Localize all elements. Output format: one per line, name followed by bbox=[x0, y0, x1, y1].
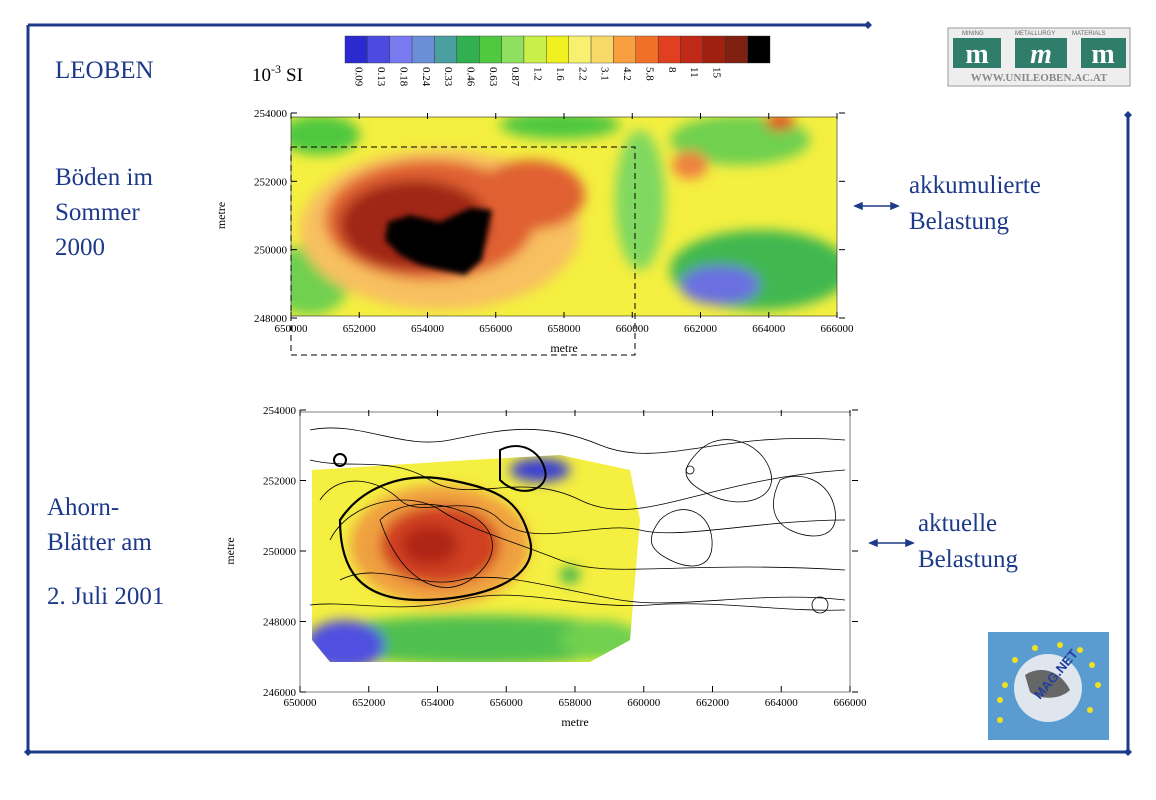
caption-line: akkumulierte bbox=[909, 172, 1041, 199]
x-tick-label: 656000 bbox=[479, 323, 513, 335]
caption-line: Blätter am bbox=[47, 529, 152, 556]
colorbar-label: 11 bbox=[688, 67, 700, 78]
caption-line: Belastung bbox=[909, 208, 1009, 235]
frame bbox=[24, 21, 1132, 756]
x-tick-label: 652000 bbox=[343, 323, 377, 335]
colorbar-swatch bbox=[456, 35, 480, 64]
badge: MAG.NET bbox=[988, 632, 1109, 740]
x-tick-label: 650000 bbox=[275, 323, 309, 335]
x-tick-label: 656000 bbox=[490, 697, 524, 709]
y-tick-label: 254000 bbox=[263, 405, 297, 417]
colorbar-label: 2.2 bbox=[576, 67, 588, 81]
colorbar-label: 0.33 bbox=[442, 67, 454, 87]
colorbar-swatch bbox=[523, 35, 547, 64]
colorbar-swatch bbox=[613, 35, 636, 64]
colorbar-swatch bbox=[680, 35, 704, 64]
colorbar-label: 0.24 bbox=[420, 67, 432, 87]
logo-letter: m bbox=[1091, 39, 1114, 70]
colorbar-swatch bbox=[657, 35, 681, 64]
colorbar-label: 4.2 bbox=[621, 67, 633, 81]
colorbar-swatch bbox=[389, 35, 413, 64]
x-axis-title: metre bbox=[561, 715, 588, 729]
x-tick-label: 662000 bbox=[696, 697, 730, 709]
x-tick-label: 658000 bbox=[548, 323, 582, 335]
colorbar-label: 1.6 bbox=[554, 67, 566, 81]
colorbar-swatch bbox=[725, 35, 748, 64]
colorbar-swatch bbox=[479, 35, 502, 64]
caption-line: 2. Juli 2001 bbox=[47, 583, 164, 610]
heatmap bbox=[291, 117, 837, 316]
colorbar-swatch bbox=[434, 35, 458, 64]
x-tick-label: 658000 bbox=[559, 697, 593, 709]
colorbar-swatch bbox=[590, 35, 614, 64]
y-axis-title: metre bbox=[223, 537, 237, 564]
colorbar-swatch bbox=[546, 35, 569, 64]
logo: MINING METALLURGY MATERIALS m m m WWW.UN… bbox=[947, 27, 1131, 87]
colorbar-swatch bbox=[344, 35, 368, 64]
x-axis-title: metre bbox=[550, 341, 577, 355]
colorbar-label: 0.63 bbox=[487, 67, 499, 87]
unit-base: 10 bbox=[252, 65, 271, 86]
heatmap bbox=[309, 427, 846, 662]
colorbar-label: 8 bbox=[666, 67, 678, 73]
y-tick-label: 252000 bbox=[263, 476, 297, 488]
x-tick-label: 664000 bbox=[752, 323, 786, 335]
caption-line: Ahorn- bbox=[47, 494, 119, 521]
caption-line: Sommer bbox=[55, 199, 140, 226]
colorbar-label: 15 bbox=[711, 67, 723, 79]
unit-exponent: -3 bbox=[271, 62, 281, 76]
unit-rest: SI bbox=[286, 65, 303, 86]
x-tick-label: 660000 bbox=[616, 323, 650, 335]
x-tick-label: 654000 bbox=[421, 697, 455, 709]
caption-line: Böden im bbox=[55, 164, 153, 191]
colorbar-swatch bbox=[501, 35, 525, 64]
colorbar-swatch bbox=[367, 35, 390, 64]
caption-line: Belastung bbox=[918, 546, 1018, 573]
colorbar-swatch bbox=[747, 35, 771, 64]
y-tick-label: 250000 bbox=[254, 245, 288, 257]
logo-letter: m bbox=[965, 39, 988, 70]
x-tick-label: 650000 bbox=[284, 697, 318, 709]
colorbar-label: 5.8 bbox=[643, 67, 655, 81]
y-tick-label: 248000 bbox=[254, 313, 288, 325]
logo-url: WWW.UNILEOBEN.AC.AT bbox=[971, 72, 1108, 84]
caption-line: 2000 bbox=[55, 234, 105, 261]
x-tick-label: 652000 bbox=[352, 697, 386, 709]
colorbar-label: 0.87 bbox=[509, 67, 521, 87]
colorbar-label: 0.18 bbox=[397, 67, 409, 87]
y-tick-label: 250000 bbox=[263, 546, 297, 558]
x-tick-label: 664000 bbox=[765, 697, 799, 709]
x-tick-label: 666000 bbox=[821, 323, 855, 335]
colorbar-label: 0.09 bbox=[353, 67, 365, 87]
x-tick-label: 654000 bbox=[411, 323, 445, 335]
colorbar-label: 0.13 bbox=[375, 67, 387, 87]
colorbar-swatch bbox=[568, 35, 592, 64]
unit: 10-3 SI bbox=[252, 62, 303, 86]
logo-label: MINING bbox=[962, 31, 984, 37]
x-tick-label: 666000 bbox=[834, 697, 868, 709]
arrow bbox=[853, 201, 915, 548]
y-tick-label: 246000 bbox=[263, 687, 297, 699]
colorbar-label: 3.1 bbox=[599, 67, 611, 81]
contours bbox=[309, 427, 846, 614]
logo-label: METALLURGY bbox=[1015, 31, 1055, 37]
x-tick-label: 660000 bbox=[627, 697, 661, 709]
logo-label: MATERIALS bbox=[1072, 31, 1106, 37]
y-axis-title: metre bbox=[214, 202, 228, 229]
logo-letter: m bbox=[1030, 39, 1052, 70]
dashed-box bbox=[290, 146, 636, 356]
y-tick-label: 254000 bbox=[254, 108, 288, 120]
y-tick-label: 248000 bbox=[263, 617, 297, 629]
colorbar-label: 0.46 bbox=[464, 67, 476, 87]
colorbar-swatch bbox=[702, 35, 726, 64]
colorbar-label: 1.2 bbox=[532, 67, 544, 81]
caption-line: aktuelle bbox=[918, 510, 997, 537]
colorbar-swatch bbox=[411, 35, 435, 64]
slide-title: LEOBEN bbox=[55, 57, 154, 84]
x-tick-label: 662000 bbox=[684, 323, 718, 335]
y-tick-label: 252000 bbox=[254, 176, 288, 188]
colorbar-swatch bbox=[635, 35, 659, 64]
